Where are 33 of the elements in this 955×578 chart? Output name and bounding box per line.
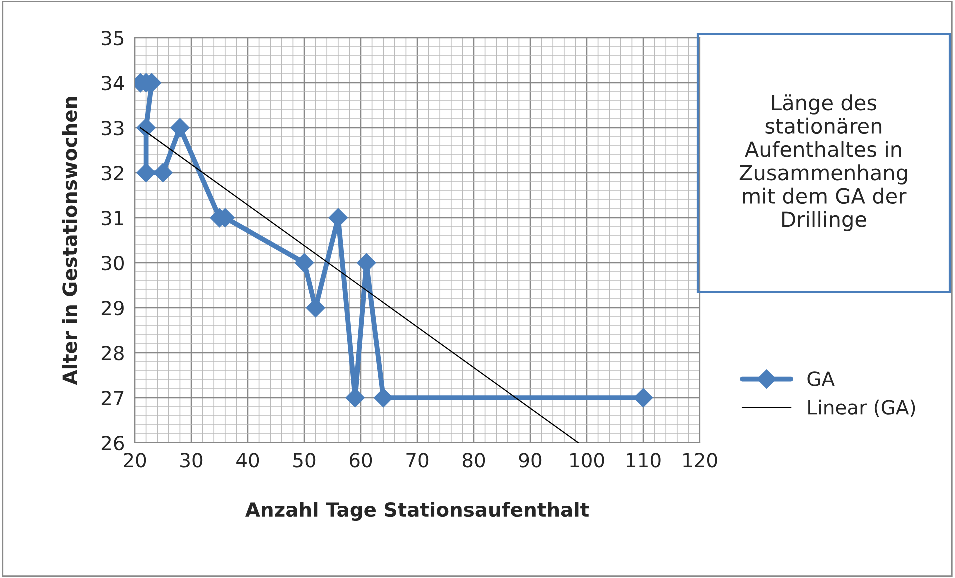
point [170,118,190,138]
x-tick-label: 70 [406,453,429,468]
y-tick-label: 35 [102,30,124,46]
y-tick-label: 32 [102,166,124,181]
y-tick-label: 27 [102,390,124,406]
x-tick-label: 90 [519,453,542,468]
y-tick-label: 33 [102,120,124,136]
x-tick-label: 50 [294,453,316,468]
x-tick-label: 30 [180,453,203,468]
x-tick-label: 40 [236,453,260,468]
x-tick-label: 20 [124,453,146,468]
legend-label: Linear (GA) [808,400,916,418]
point [136,118,156,138]
point [294,253,314,273]
y-axis-title: Alter in Gestationswochen [62,97,78,386]
point [154,163,173,183]
legend-label: GA [808,372,835,386]
x-tick-label: 110 [627,453,661,468]
y-tick-label: 26 [102,436,124,451]
y-tick-label: 29 [102,300,124,316]
x-tick-label: 60 [350,453,372,468]
x-tick-label: 100 [570,453,604,468]
text: Länge des stationären Aufenthaltes in Zusammenhang mit dem GA der Drillinge [740,94,908,232]
x-axis-title: Anzahl Tage Stationsaufenthalt [246,502,590,522]
y-tick-label: 30 [102,256,124,271]
x-tick-label: 120 [684,453,718,468]
y-tick-label: 31 [102,210,124,226]
point [634,388,654,408]
y-tick-label: 34 [102,76,124,91]
point [136,163,156,183]
y-tick-label: 28 [102,346,124,361]
point [374,388,394,408]
x-tick-label: 80 [462,453,486,468]
